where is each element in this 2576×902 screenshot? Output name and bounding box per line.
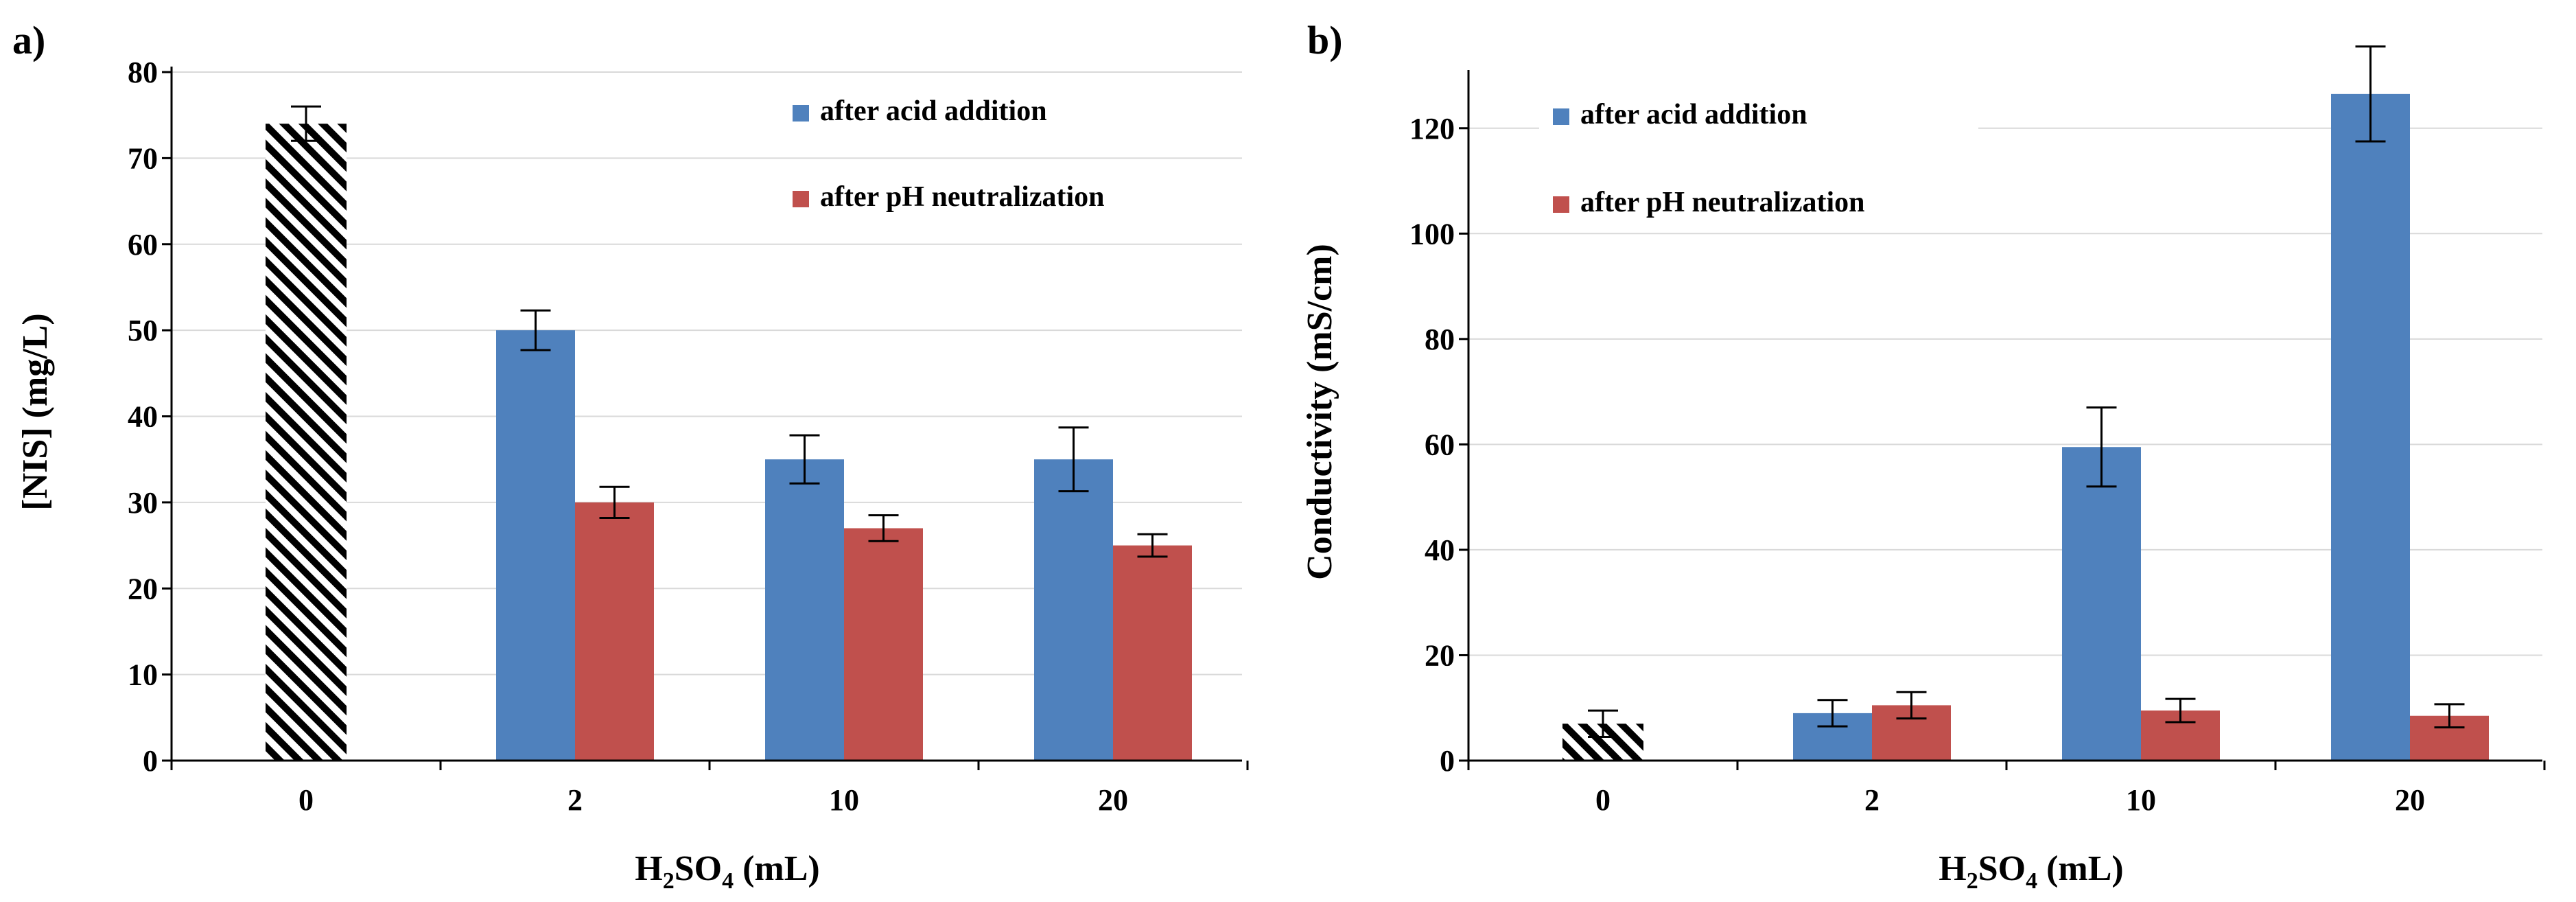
bar-neutral-2 bbox=[575, 502, 654, 761]
error-bar-neutral-10 bbox=[2165, 697, 2196, 724]
y-tick-label: 0 bbox=[143, 744, 158, 778]
error-bar-acid-10 bbox=[2086, 406, 2117, 488]
y-tick-label: 0 bbox=[1440, 744, 1455, 778]
chart-panel-b: b) 0 20 40 60 80 100 120 0 2 10 20 after acid addi… bbox=[1300, 18, 2546, 894]
error-bar-acid-2 bbox=[520, 309, 551, 351]
legend-swatch-neutral bbox=[793, 191, 809, 207]
bar-control bbox=[266, 124, 347, 761]
y-tick-label: 80 bbox=[1425, 323, 1455, 356]
bar-acid-2 bbox=[496, 330, 575, 761]
x-tick-label: 20 bbox=[1098, 783, 1128, 817]
y-axis-title-a: [NIS] (mg/L) bbox=[16, 313, 55, 510]
legend-swatch-acid bbox=[793, 105, 809, 122]
y-tick-label: 20 bbox=[1425, 638, 1455, 672]
legend-swatch-neutral bbox=[1553, 196, 1569, 213]
y-tick-label: 10 bbox=[128, 658, 158, 692]
x-tick-label: 10 bbox=[829, 783, 859, 817]
x-axis-title-b: H2SO4 (mL) bbox=[1939, 849, 2123, 894]
y-tick-label: 50 bbox=[128, 314, 158, 347]
y-tick-label: 80 bbox=[128, 56, 158, 89]
error-bar-neutral-10 bbox=[868, 514, 899, 542]
chart-panel-a: a) 0 10 20 30 40 50 60 70 80 0 2 10 20 after acid ad… bbox=[12, 18, 1249, 894]
error-bar-neutral-20 bbox=[1137, 533, 1168, 558]
error-bar-acid-10 bbox=[789, 434, 820, 485]
legend-label-neutral: after pH neutralization bbox=[820, 181, 1105, 213]
legend-background bbox=[1539, 96, 1978, 140]
error-bar-acid-2 bbox=[1817, 699, 1848, 728]
y-tick-label: 70 bbox=[128, 141, 158, 175]
error-bar-acid-20 bbox=[1058, 426, 1089, 493]
bar-neutral-10 bbox=[844, 528, 923, 761]
error-bar-neutral-20 bbox=[2434, 703, 2465, 729]
legend-background bbox=[779, 178, 1218, 222]
error-bar-control bbox=[291, 105, 321, 142]
x-tick-label: 2 bbox=[567, 783, 583, 817]
bar-acid-10 bbox=[765, 459, 844, 761]
y-axis-title-b: Conductivity (mS/cm) bbox=[1300, 244, 1339, 580]
error-bar-neutral-2 bbox=[599, 485, 630, 519]
panel-label-a: a) bbox=[12, 18, 45, 62]
bar-acid-20 bbox=[2331, 93, 2410, 761]
bar-acid-20 bbox=[1034, 459, 1113, 761]
error-bar-neutral-2 bbox=[1896, 691, 1927, 720]
legend-background bbox=[779, 93, 1218, 137]
y-tick-label: 30 bbox=[128, 486, 158, 520]
legend-label-acid: after acid addition bbox=[1580, 99, 1807, 130]
y-tick-label: 60 bbox=[128, 228, 158, 262]
x-tick-label: 0 bbox=[1595, 783, 1611, 817]
bar-neutral-20 bbox=[1113, 545, 1192, 761]
bar-acid-10 bbox=[2062, 447, 2141, 761]
legend-label-acid: after acid addition bbox=[820, 95, 1047, 127]
x-tick-label: 0 bbox=[298, 783, 314, 817]
legend-background bbox=[1539, 184, 1978, 228]
y-tick-label: 40 bbox=[128, 400, 158, 434]
y-tick-label: 120 bbox=[1409, 112, 1455, 146]
y-tick-label: 100 bbox=[1409, 217, 1455, 251]
x-tick-label: 2 bbox=[1864, 783, 1880, 817]
error-bar-control bbox=[1588, 709, 1618, 738]
legend-label-neutral: after pH neutralization bbox=[1580, 187, 1865, 218]
x-tick-label: 10 bbox=[2126, 783, 2156, 817]
x-axis-title-a: H2SO4 (mL) bbox=[635, 849, 819, 894]
y-tick-label: 60 bbox=[1425, 428, 1455, 461]
y-tick-label: 20 bbox=[128, 572, 158, 605]
legend-swatch-acid bbox=[1553, 108, 1569, 125]
panel-label-b: b) bbox=[1307, 18, 1343, 62]
x-tick-label: 20 bbox=[2395, 783, 2425, 817]
error-bar-acid-20 bbox=[2355, 45, 2386, 143]
y-tick-label: 40 bbox=[1425, 533, 1455, 567]
